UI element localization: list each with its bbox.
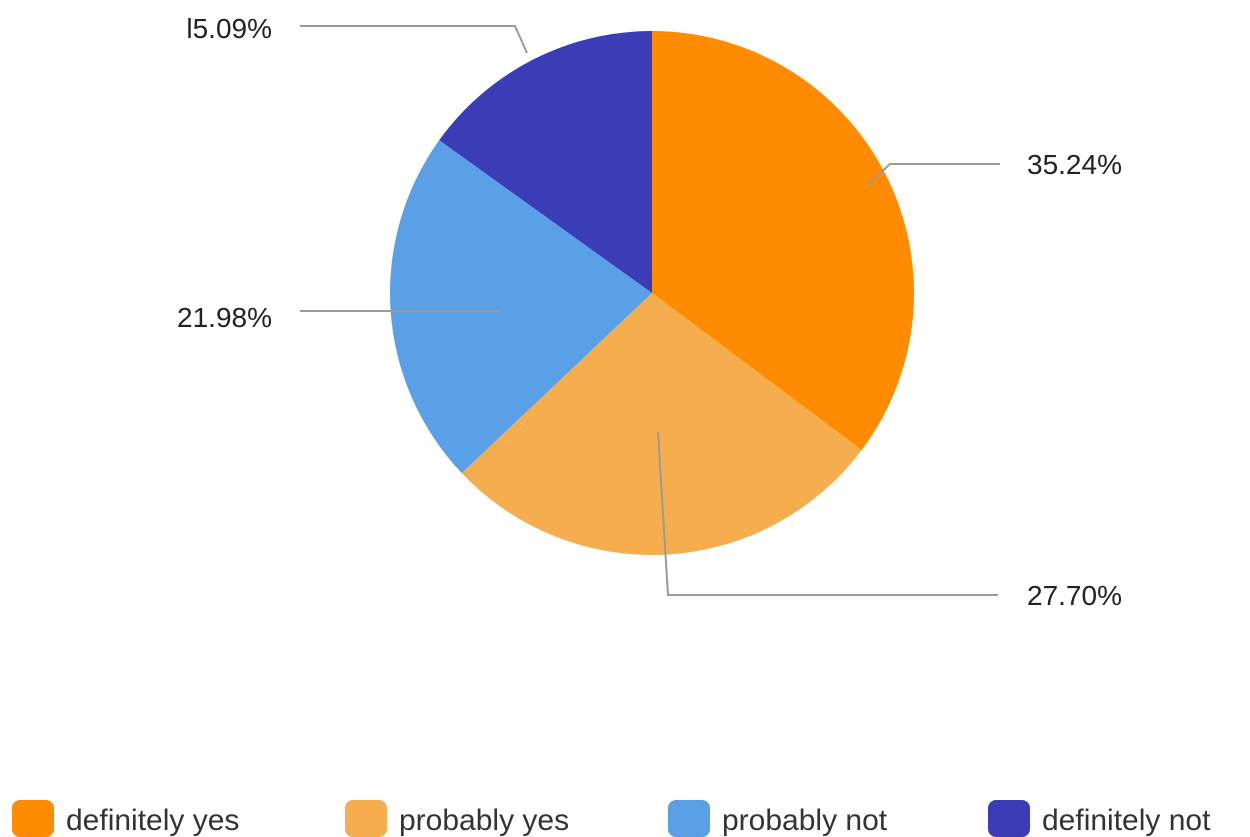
- legend-label-probably-yes: probably yes: [399, 804, 569, 837]
- pie-slice-probably-yes: [461, 293, 862, 555]
- pie-slice-definitely-not: [439, 31, 652, 293]
- legend-label-definitely-yes: definitely yes: [66, 804, 239, 837]
- legend-label-definitely-not: definitely not: [1042, 804, 1211, 837]
- data-label-probably-not: 21.98%: [177, 302, 272, 333]
- legend-swatch-probably-not: [668, 800, 710, 837]
- legend: definitely yes probably yes probably not de…: [12, 800, 1211, 837]
- legend-swatch-definitely-not: [988, 800, 1030, 837]
- data-label-definitely-yes: 35.24%: [1027, 149, 1122, 180]
- legend-label-probably-not: probably not: [722, 804, 888, 837]
- slice-labels: 35.24% 27.70% 21.98% l5.09%: [177, 13, 1122, 611]
- pie-slices: [390, 31, 915, 555]
- leader-line-probably-yes: [657, 431, 998, 596]
- leader-line-definitely-yes: [866, 163, 1000, 186]
- pie-slice-probably-not: [390, 140, 652, 474]
- leader-line-definitely-not: [300, 25, 528, 54]
- data-label-definitely-not: l5.09%: [186, 13, 272, 44]
- legend-swatch-definitely-yes: [12, 800, 54, 837]
- data-label-probably-yes: 27.70%: [1027, 580, 1122, 611]
- pie-slice-definitely-yes: [652, 31, 915, 451]
- legend-swatch-probably-yes: [345, 800, 387, 837]
- leader-lines: [300, 25, 1000, 596]
